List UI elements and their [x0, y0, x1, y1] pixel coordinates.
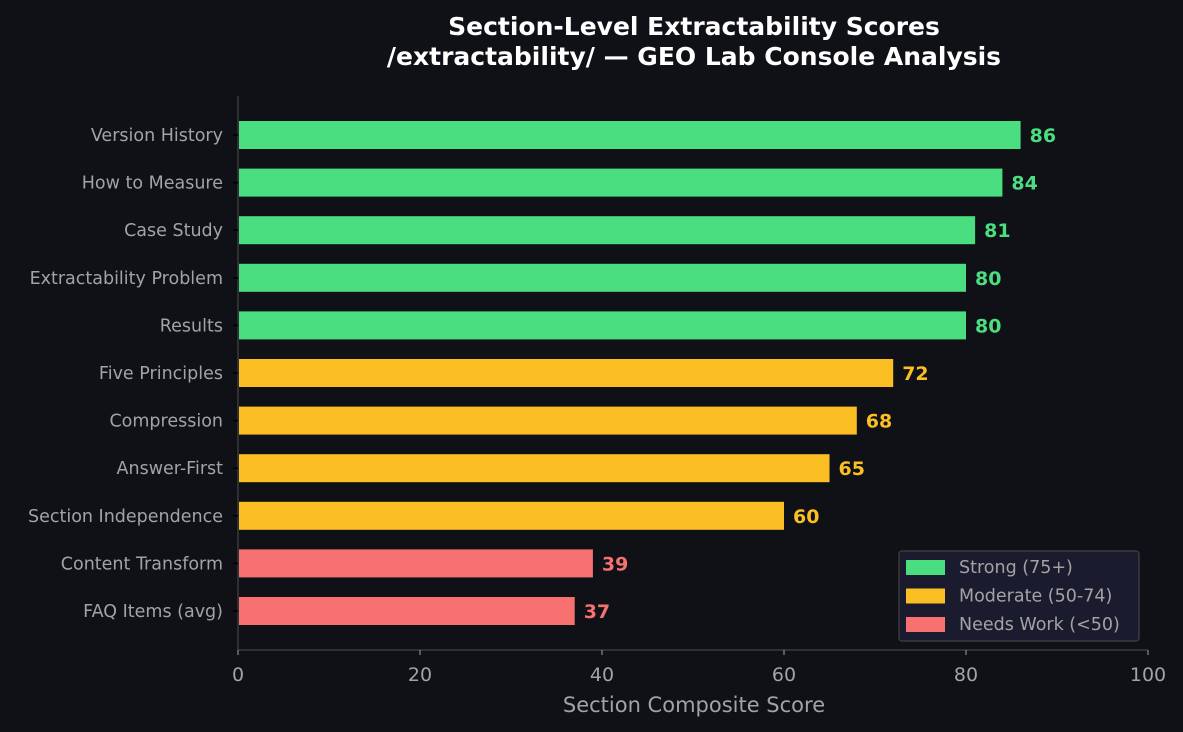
y-tick-label: Section Independence [28, 507, 223, 527]
bar [239, 454, 830, 483]
bar-group: FAQ Items (avg) 37 [83, 597, 610, 625]
value-label: 86 [1030, 125, 1056, 147]
y-tick-label: FAQ Items (avg) [83, 602, 223, 622]
y-tick-label: Answer-First [117, 459, 224, 479]
legend-label: Moderate (50-74) [959, 587, 1112, 607]
bar [239, 216, 976, 245]
bar-group: Extractability Problem 80 [30, 263, 1001, 292]
bar-group: Results 80 [160, 311, 1001, 340]
x-axis: 0 20 40 60 80 100 [232, 649, 1166, 686]
x-tick-label: 80 [954, 664, 978, 686]
y-tick-label: Content Transform [61, 554, 223, 574]
bar [239, 263, 966, 292]
value-label: 68 [866, 411, 892, 433]
legend-box [898, 550, 1140, 642]
x-tick-label: 20 [408, 664, 432, 686]
bar-group: Case Study 81 [124, 216, 1011, 245]
value-label: 37 [584, 601, 610, 623]
y-tick-label: Version History [91, 126, 223, 146]
bar-group: Compression 68 [109, 406, 892, 435]
y-tick-label: How to Measure [82, 174, 223, 194]
legend: Strong (75+) Moderate (50-74) Needs Work (… [898, 550, 1140, 642]
value-label: 80 [975, 268, 1001, 290]
bar-group: Content Transform 39 [61, 549, 628, 578]
value-label: 80 [975, 315, 1001, 337]
value-label: 84 [1011, 173, 1037, 195]
x-tick-label: 40 [590, 664, 614, 686]
bar-group: Answer-First 65 [117, 454, 865, 483]
x-tick-label: 0 [232, 664, 244, 686]
legend-label: Strong (75+) [959, 558, 1073, 578]
legend-label: Needs Work (<50) [959, 615, 1120, 635]
value-label: 72 [902, 363, 928, 385]
legend-swatch [906, 588, 945, 604]
bar [239, 501, 784, 530]
bar [239, 549, 593, 578]
bar-group: How to Measure 84 [82, 168, 1038, 197]
legend-item: Moderate (50-74) [906, 587, 1112, 607]
y-tick-label: Case Study [124, 221, 223, 241]
y-tick-label: Compression [109, 412, 223, 432]
bar-group: Section Independence 60 [28, 501, 819, 530]
y-tick-label: Five Principles [99, 364, 223, 384]
legend-swatch [906, 617, 945, 632]
bar [239, 168, 1003, 197]
legend-item: Needs Work (<50) [906, 615, 1120, 635]
chart-subtitle: /extractability/ — GEO Lab Console Analy… [387, 42, 1001, 71]
x-axis-label: Section Composite Score [563, 693, 825, 717]
bar [239, 406, 857, 435]
bar [239, 311, 966, 340]
x-tick-label: 100 [1130, 664, 1166, 686]
legend-item: Strong (75+) [906, 558, 1073, 578]
legend-swatch [906, 560, 945, 575]
value-label: 39 [602, 553, 628, 575]
bar [239, 359, 894, 387]
y-tick-label: Results [160, 316, 223, 336]
y-tick-label: Extractability Problem [30, 269, 223, 289]
chart-title: Section-Level Extractability Scores [448, 12, 940, 41]
bar-group: Version History 86 [91, 121, 1056, 149]
value-label: 60 [793, 506, 819, 528]
x-tick-label: 60 [772, 664, 796, 686]
bar [239, 121, 1021, 149]
bar [239, 597, 575, 625]
value-label: 65 [839, 458, 865, 480]
bar-group: Five Principles 72 [99, 359, 929, 387]
value-label: 81 [984, 220, 1010, 242]
